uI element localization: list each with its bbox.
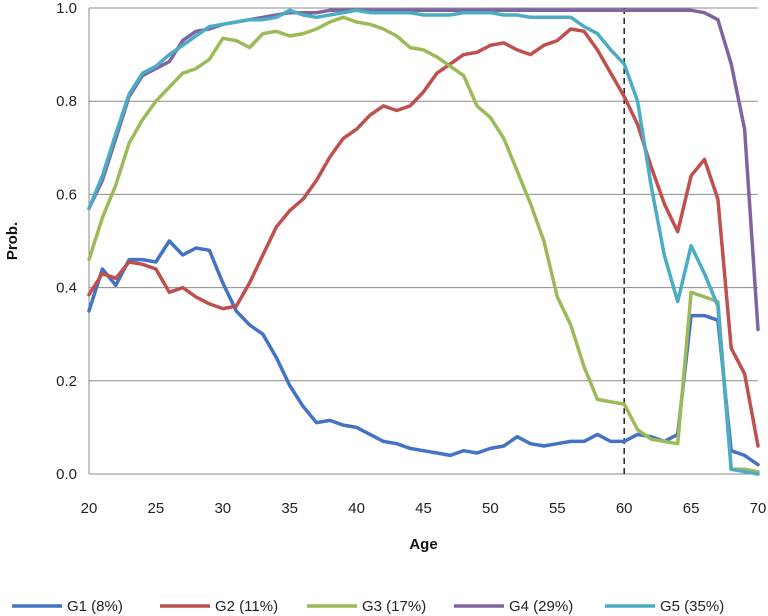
y-tick-label: 0.4 — [56, 280, 77, 297]
y-axis-title: Prob. — [4, 222, 21, 260]
legend-label-g4: G4 (29%) — [509, 598, 573, 615]
legend-label-g5: G5 (35%) — [660, 598, 724, 615]
x-tick-label: 35 — [281, 500, 298, 517]
y-tick-labels: 0.0 0.2 0.4 0.6 0.8 1.0 — [56, 0, 77, 483]
series-line-g3 — [87, 15, 760, 474]
series-line-g4 — [87, 8, 760, 332]
x-tick-label: 20 — [81, 500, 98, 517]
legend-label-g2: G2 (11%) — [215, 598, 278, 615]
x-axis-title: Age — [409, 536, 437, 553]
x-tick-label: 45 — [415, 500, 432, 517]
gridlines — [89, 7, 758, 382]
x-tick-labels: 20 25 30 35 40 45 50 55 60 65 70 — [81, 500, 767, 517]
x-tick-label: 25 — [148, 500, 165, 517]
y-tick-label: 0.0 — [56, 466, 77, 483]
x-tick-label: 60 — [616, 500, 633, 517]
series-line-g1 — [87, 239, 760, 467]
legend: G1 (8%) G2 (11%) G3 (17%) G4 (29%) G5 (35%) — [12, 598, 724, 615]
x-tick-label: 30 — [214, 500, 231, 517]
x-tick-label: 55 — [549, 500, 566, 517]
y-tick-label: 0.2 — [56, 373, 77, 390]
x-tick-label: 70 — [750, 500, 767, 517]
series-lines — [87, 8, 760, 476]
x-tick-label: 50 — [482, 500, 499, 517]
series-line-g2 — [87, 27, 760, 448]
y-tick-label: 0.6 — [56, 186, 77, 203]
y-tick-label: 0.8 — [56, 93, 77, 110]
x-tick-label: 40 — [348, 500, 365, 517]
legend-label-g1: G1 (8%) — [67, 598, 123, 615]
y-tick-label: 1.0 — [56, 0, 77, 17]
x-tick-label: 65 — [683, 500, 700, 517]
series-line-g5 — [87, 8, 760, 476]
legend-label-g3: G3 (17%) — [362, 598, 426, 615]
